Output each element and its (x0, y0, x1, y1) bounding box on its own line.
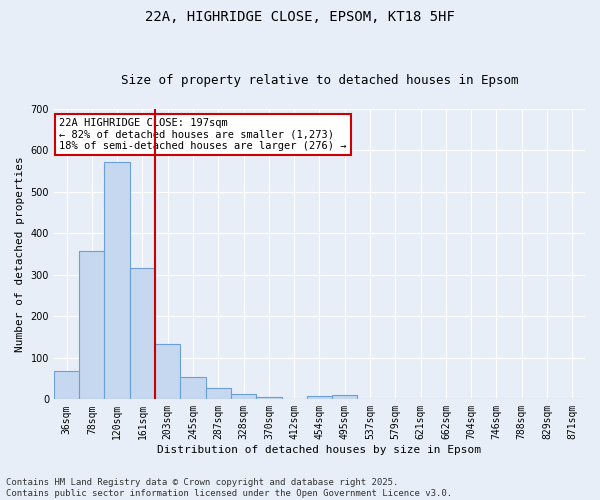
Bar (307, 396, 332, 400)
Bar (155, 344, 181, 400)
Bar (79, 252, 104, 400)
Bar (256, 397, 281, 400)
X-axis label: Distribution of detached houses by size in Epsom: Distribution of detached houses by size … (157, 445, 481, 455)
Bar (358, 398, 383, 400)
Text: Contains HM Land Registry data © Crown copyright and database right 2025.
Contai: Contains HM Land Registry data © Crown c… (6, 478, 452, 498)
Bar (104, 162, 130, 400)
Text: 22A, HIGHRIDGE CLOSE, EPSOM, KT18 5HF: 22A, HIGHRIDGE CLOSE, EPSOM, KT18 5HF (145, 10, 455, 24)
Title: Size of property relative to detached houses in Epsom: Size of property relative to detached ho… (121, 74, 518, 87)
Bar (206, 388, 231, 400)
Bar (54, 371, 79, 400)
Bar (231, 394, 256, 400)
Bar (130, 268, 155, 400)
Bar (332, 395, 358, 400)
Bar (181, 376, 206, 400)
Bar (281, 398, 307, 400)
Y-axis label: Number of detached properties: Number of detached properties (15, 156, 25, 352)
Text: 22A HIGHRIDGE CLOSE: 197sqm
← 82% of detached houses are smaller (1,273)
18% of : 22A HIGHRIDGE CLOSE: 197sqm ← 82% of det… (59, 118, 347, 151)
